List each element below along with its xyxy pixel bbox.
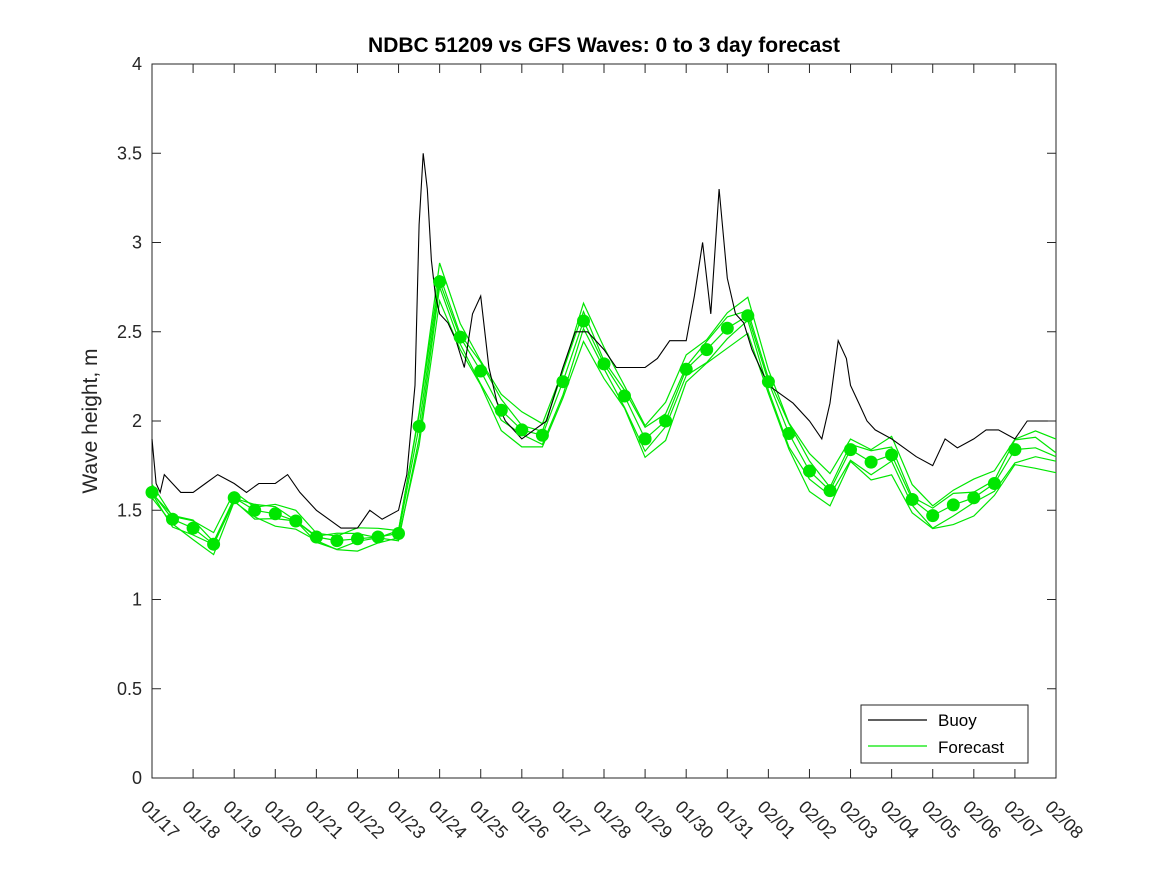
y-tick-label: 1.5 xyxy=(117,500,142,520)
forecast-marker xyxy=(412,419,426,433)
forecast-marker xyxy=(453,330,467,344)
forecast-run-line xyxy=(151,298,1057,556)
forecast-marker xyxy=(823,484,837,498)
y-axis-label: Wave height, m xyxy=(79,348,102,493)
forecast-marker xyxy=(186,521,200,535)
forecast-marker xyxy=(392,527,405,540)
legend: Buoy Forecast xyxy=(860,704,1029,764)
forecast-marker xyxy=(474,364,488,378)
forecast-marker xyxy=(679,362,693,376)
forecast-marker xyxy=(761,375,775,389)
forecast-marker xyxy=(803,464,816,478)
forecast-marker xyxy=(515,423,529,437)
forecast-marker xyxy=(268,507,282,521)
legend-forecast-label: Forecast xyxy=(938,738,1004,757)
plot-frame xyxy=(151,63,1057,779)
legend-box xyxy=(860,704,1029,764)
forecast-marker xyxy=(926,509,940,523)
forecast-marker xyxy=(309,530,323,544)
forecast-marker xyxy=(905,493,919,506)
forecast-marker xyxy=(700,343,714,357)
chart-title: NDBC 51209 vs GFS Waves: 0 to 3 day fore… xyxy=(368,34,840,57)
forecast-marker xyxy=(967,491,981,505)
forecast-marker xyxy=(597,357,611,371)
forecast-marker xyxy=(741,309,755,323)
y-tick-label: 0.5 xyxy=(117,679,142,699)
y-tick-label: 4 xyxy=(132,54,142,74)
forecast-marker xyxy=(618,389,631,403)
plot-area xyxy=(151,63,1057,779)
forecast-marker xyxy=(145,485,159,499)
y-tick-label: 0 xyxy=(132,768,142,788)
forecast-marker xyxy=(638,432,652,446)
y-tick-label: 2 xyxy=(132,411,142,431)
forecast-marker xyxy=(844,443,857,457)
forecast-marker xyxy=(494,403,508,417)
forecast-marker xyxy=(371,530,385,544)
forecast-marker xyxy=(248,503,262,517)
y-tick-label: 2.5 xyxy=(117,322,142,342)
forecast-marker xyxy=(433,275,447,289)
forecast-marker xyxy=(987,477,1001,490)
forecast-marker xyxy=(885,448,899,462)
forecast-marker xyxy=(1008,443,1022,457)
legend-buoy-label: Buoy xyxy=(938,711,977,730)
forecast-marker xyxy=(207,537,221,551)
y-axis-ticks: 0 0.5 1 1.5 2 2.5 3 3.5 4 xyxy=(117,54,1056,788)
y-tick-label: 3.5 xyxy=(117,143,142,163)
forecast-marker xyxy=(720,321,734,335)
forecast-marker xyxy=(227,491,241,505)
forecast-marker xyxy=(782,427,796,440)
forecast-marker xyxy=(659,414,673,428)
forecast-marker xyxy=(330,534,344,548)
forecast-marker xyxy=(351,532,364,546)
forecast-marker xyxy=(864,455,878,469)
forecast-marker xyxy=(289,514,303,528)
forecast-marker xyxy=(535,428,549,442)
forecast-marker xyxy=(556,375,570,389)
forecast-marker xyxy=(946,498,960,512)
forecast-marker xyxy=(577,314,590,328)
buoy-line xyxy=(151,153,1048,529)
forecast-marker xyxy=(166,512,179,526)
y-tick-label: 3 xyxy=(132,233,142,253)
series-layer xyxy=(145,153,1057,556)
y-tick-label: 1 xyxy=(132,590,142,610)
forecast-run-line xyxy=(151,262,1057,537)
